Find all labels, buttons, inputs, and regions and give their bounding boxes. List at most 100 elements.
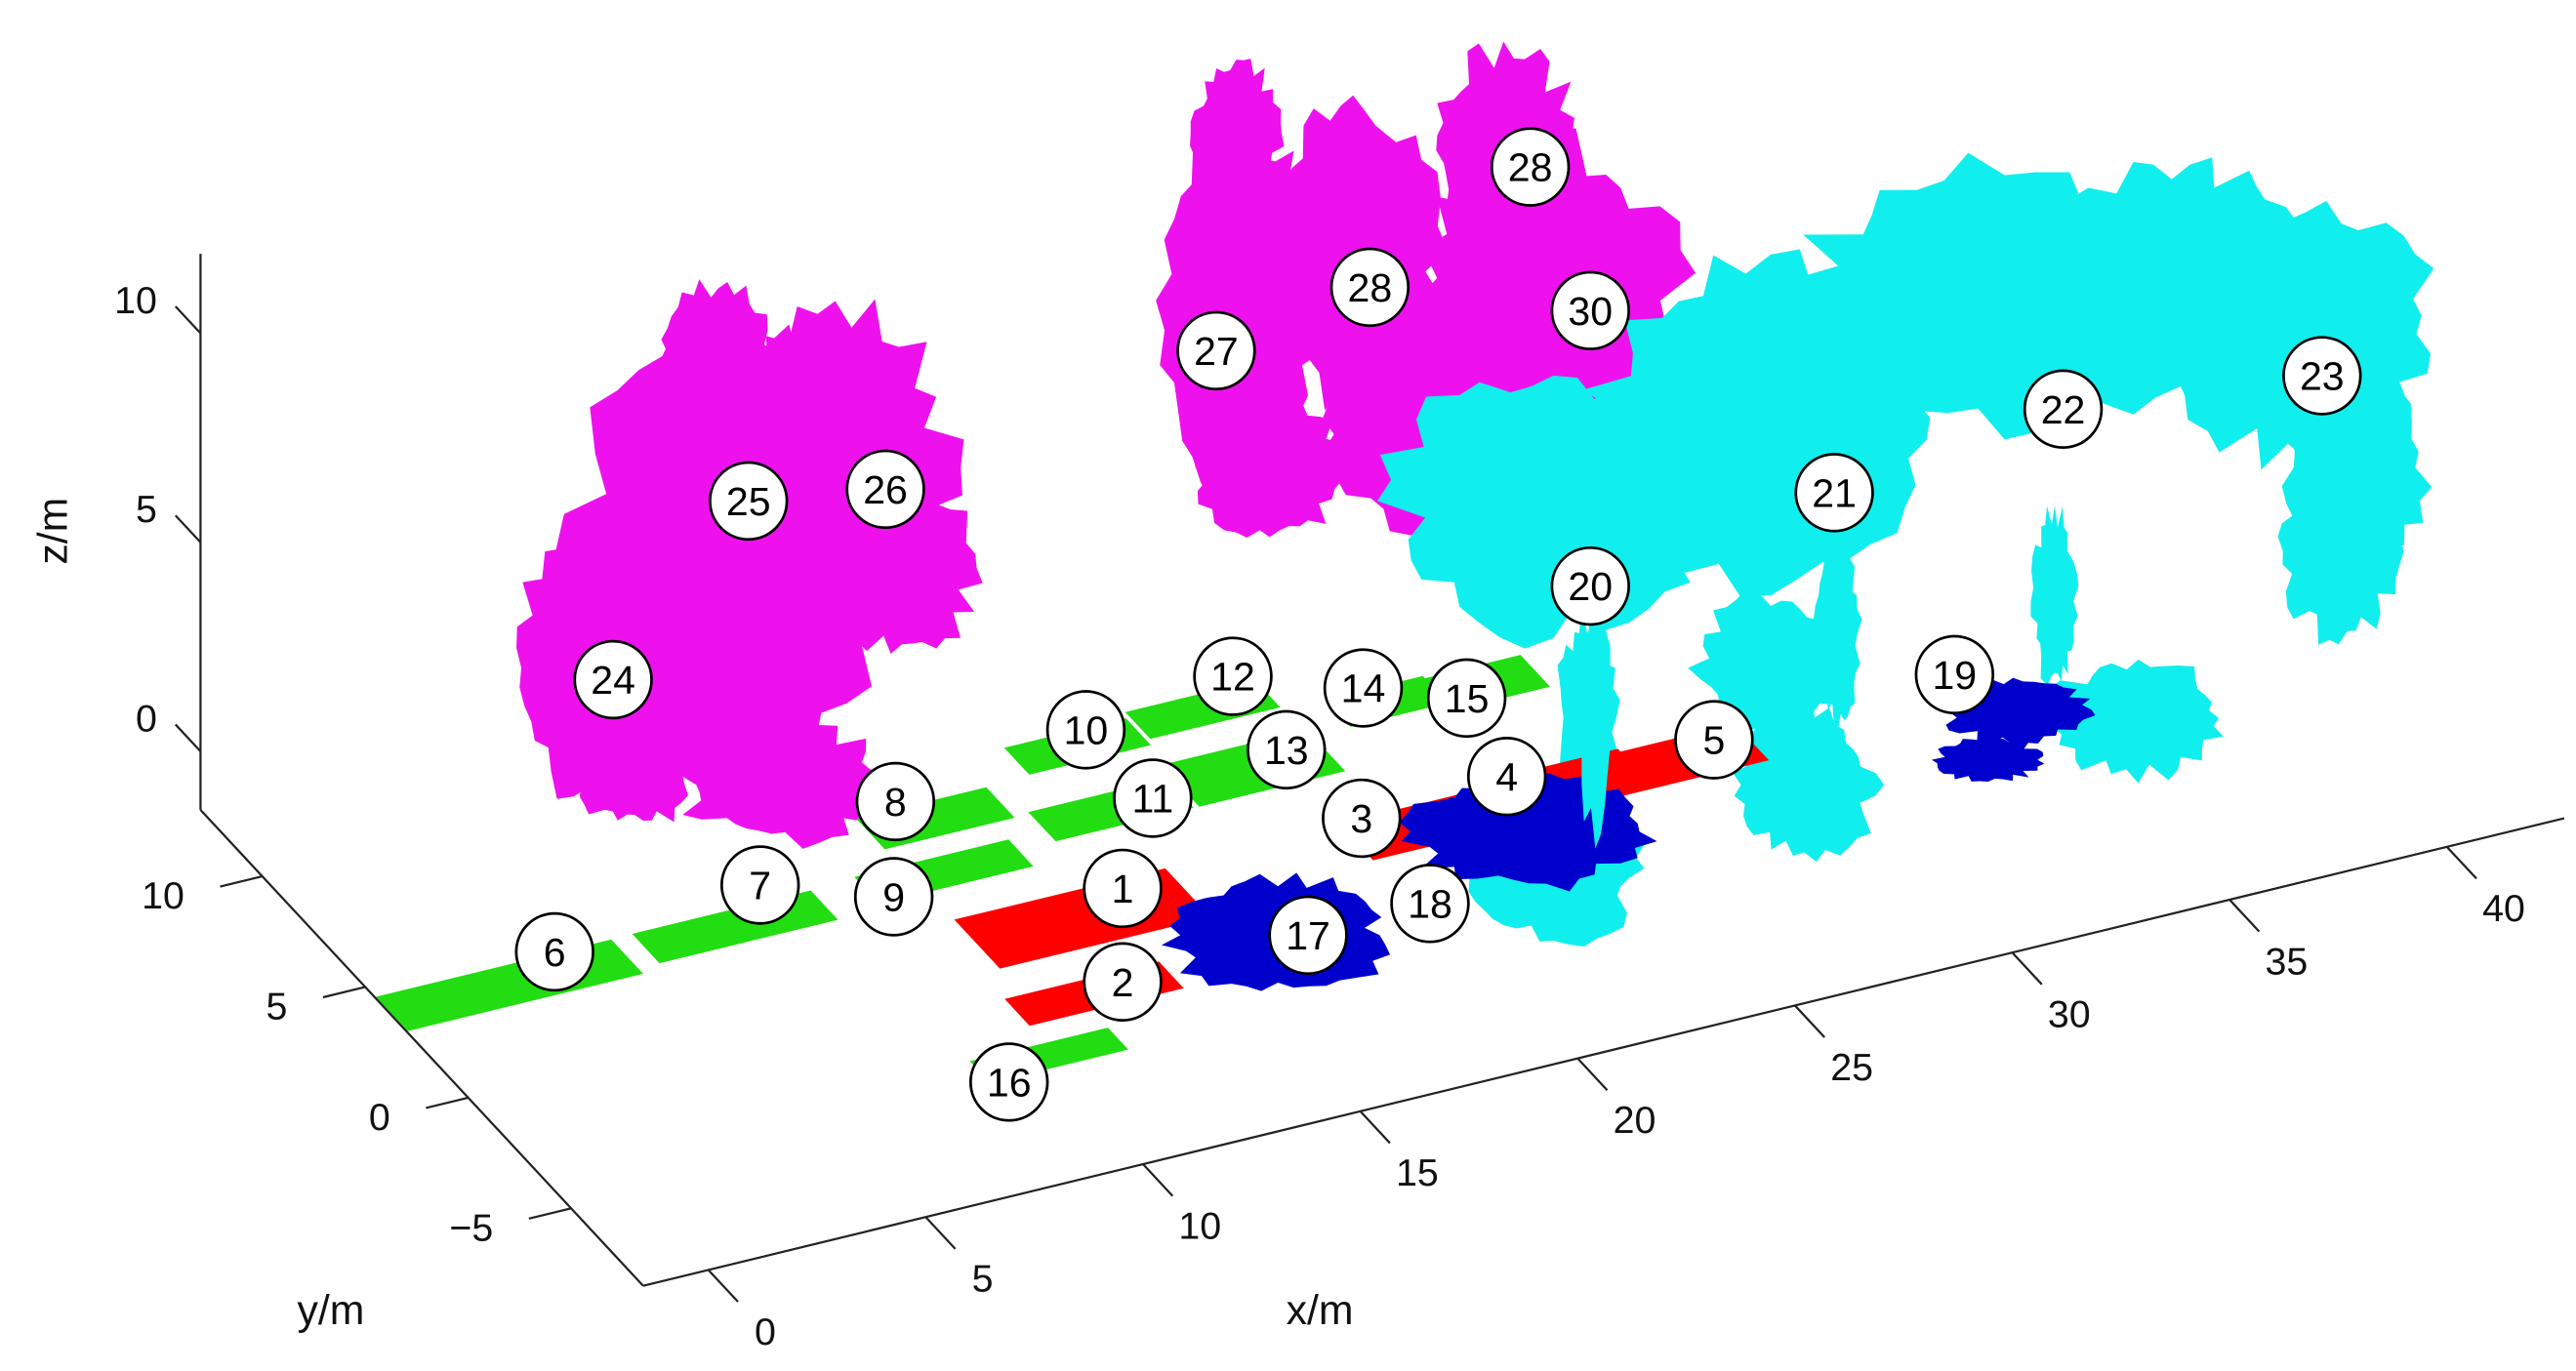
- point-cloud: [2277, 453, 2404, 645]
- annotation-label: 21: [1812, 470, 1857, 515]
- annotation-label: 12: [1210, 655, 1255, 700]
- z-tick: [174, 305, 202, 335]
- annotation-circle: [1329, 247, 1411, 328]
- annotation-circle: [1247, 709, 1327, 790]
- annotation-circle: [1176, 310, 1256, 391]
- x-tick-label: 0: [755, 1311, 776, 1353]
- annotation-label: 1: [1112, 867, 1134, 911]
- y-tick-label: 5: [266, 986, 287, 1028]
- point-cloud: [2030, 504, 2079, 684]
- annotation-label: 16: [987, 1060, 1032, 1105]
- annotation-label: 15: [1445, 676, 1490, 721]
- point-cloud: [1813, 536, 1862, 732]
- x-tick-label: 30: [2048, 993, 2091, 1036]
- annotation-label: 14: [1341, 666, 1386, 711]
- y-axis-line: [199, 809, 644, 1287]
- y-tick: [528, 1207, 572, 1220]
- annotation-circle: [2023, 369, 2104, 450]
- x-tick-label: 40: [2482, 887, 2525, 930]
- annotation-circle: [1426, 658, 1507, 739]
- annotation-label: 3: [1350, 796, 1372, 841]
- x-tick: [707, 1269, 739, 1303]
- annotation-circle: [2282, 336, 2362, 416]
- annotation-circle: [1550, 270, 1630, 351]
- annotation-circle: [1550, 545, 1630, 626]
- x-axis-label: x/m: [1287, 1287, 1354, 1334]
- annotation-label: 27: [1194, 329, 1239, 374]
- annotation-circle: [1083, 848, 1163, 929]
- annotation-circle: [855, 761, 936, 842]
- annotation-circle: [1322, 778, 1402, 859]
- annotation-label: 20: [1568, 564, 1613, 609]
- annotation-label: 23: [2300, 354, 2345, 399]
- x-tick: [1359, 1110, 1391, 1145]
- annotation-label: 8: [884, 780, 907, 825]
- annotation-label: 25: [726, 479, 771, 524]
- patch: [376, 939, 643, 1031]
- x-tick: [2445, 846, 2477, 880]
- annotation-label: 28: [1508, 145, 1553, 190]
- y-tick: [220, 874, 263, 888]
- y-tick: [322, 986, 366, 999]
- annotation-label: 13: [1264, 728, 1309, 773]
- annotation-circle: [719, 845, 800, 925]
- annotation-circle: [1083, 942, 1163, 1022]
- annotation-label: 11: [1132, 777, 1174, 822]
- annotation-circle: [1674, 700, 1754, 780]
- annotation-circle: [573, 639, 653, 720]
- annotation-circle: [1490, 127, 1571, 207]
- y-tick-label: 0: [369, 1096, 390, 1139]
- z-tick: [174, 514, 202, 544]
- annotation-circle: [1323, 648, 1404, 728]
- annotation-label: 7: [749, 864, 771, 908]
- point-cloud: [1733, 706, 1885, 863]
- annotation-circle: [1794, 453, 1874, 533]
- y-tick: [426, 1096, 469, 1109]
- y-tick-label: 10: [142, 874, 184, 917]
- annotation-circle: [514, 911, 594, 992]
- annotation-circle: [1466, 737, 1547, 817]
- x-tick: [924, 1216, 957, 1250]
- annotation-label: 6: [544, 930, 566, 975]
- annotation-label: 30: [1568, 289, 1613, 334]
- annotation-label: 19: [1932, 653, 1977, 698]
- point-cloud: [1931, 737, 2045, 783]
- annotation-circle: [1045, 690, 1126, 770]
- patch: [954, 867, 1211, 969]
- point-cloud: [1190, 59, 1285, 213]
- annotation-circle: [1914, 634, 1995, 715]
- annotation-circle: [709, 461, 789, 542]
- annotation-circle: [1113, 758, 1193, 838]
- x-tick-label: 20: [1614, 1099, 1656, 1142]
- point-cloud: [680, 725, 898, 849]
- point-cloud: [2048, 157, 2301, 349]
- annotation-circle: [845, 449, 925, 530]
- annotation-label: 10: [1064, 707, 1109, 752]
- point-cloud: [1579, 607, 1611, 849]
- point-cloud: [2040, 659, 2224, 784]
- z-tick-label: 5: [136, 488, 157, 531]
- annotation-label: 22: [2041, 387, 2086, 432]
- x-tick: [1142, 1163, 1174, 1197]
- annotation-label: 24: [591, 658, 635, 703]
- x-tick: [1576, 1057, 1609, 1091]
- x-tick-label: 5: [972, 1258, 994, 1301]
- x-tick-label: 25: [1830, 1046, 1873, 1089]
- x-tick-label: 10: [1178, 1204, 1221, 1247]
- annotation-label: 2: [1112, 960, 1134, 1005]
- annotation-label: 18: [1408, 881, 1452, 926]
- annotation-circle: [853, 857, 934, 937]
- x-axis-line: [642, 817, 2565, 1287]
- annotation-label: 26: [863, 467, 908, 512]
- x-tick: [2011, 951, 2043, 986]
- point-cloud: [1192, 387, 1345, 539]
- z-tick-label: 10: [114, 279, 157, 322]
- x-tick: [2228, 899, 2261, 933]
- x-tick-label: 15: [1396, 1151, 1439, 1194]
- annotation-label: 9: [882, 875, 905, 920]
- y-axis-label: y/m: [297, 1287, 364, 1334]
